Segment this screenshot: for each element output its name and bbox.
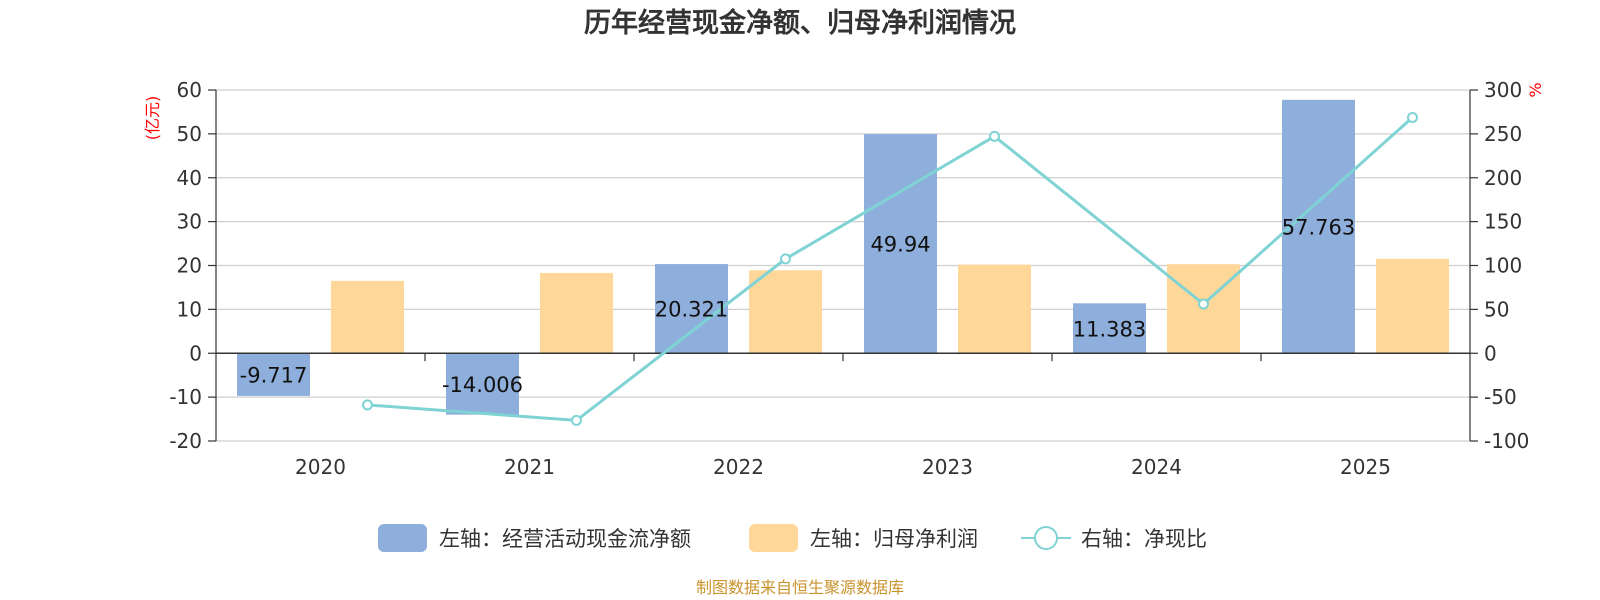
right-axis-unit: %	[1526, 82, 1545, 97]
right-tick-label: -100	[1484, 429, 1529, 453]
data-label: 20.321	[655, 298, 728, 322]
bar-net-profit	[749, 270, 822, 354]
ratio-point	[780, 253, 791, 265]
source-note: 制图数据来自恒生聚源数据库	[696, 578, 904, 597]
x-tick-label: 2020	[295, 455, 346, 479]
left-axis-unit: (亿元)	[143, 96, 162, 141]
left-tick-label: 30	[177, 210, 202, 234]
left-tick-label: 50	[177, 122, 202, 146]
bar-net-profit	[1376, 258, 1449, 354]
ratio-point	[362, 399, 373, 411]
bars	[237, 99, 1449, 415]
left-tick-label: -20	[169, 429, 202, 453]
bar-operating-cash-flow	[655, 264, 728, 354]
ratio-point	[1198, 298, 1209, 310]
data-label: 49.94	[870, 233, 930, 257]
right-tick-label: 50	[1484, 297, 1509, 321]
ratio-point	[1407, 111, 1418, 123]
grid	[216, 89, 1470, 442]
bar-net-profit	[331, 280, 404, 354]
bar-operating-cash-flow	[1282, 99, 1355, 354]
left-tick-label: 20	[177, 254, 202, 278]
legend-item[interactable]: 左轴：经营活动现金流净额	[378, 524, 691, 552]
x-tick-label: 2021	[504, 455, 555, 479]
ratio-point	[989, 130, 1000, 142]
right-tick-label: 300	[1484, 78, 1522, 102]
legend-item[interactable]: 左轴：归母净利润	[749, 524, 978, 552]
ratio-point	[571, 414, 582, 426]
axes: 60 300 50 250 40 200 30 150 20 100 10 50 0 0 -10 -50 -20…	[169, 78, 1529, 479]
left-tick-label: 40	[177, 166, 202, 190]
x-tick-label: 2025	[1340, 455, 1391, 479]
bar-net-profit	[958, 264, 1031, 354]
legend-label: 右轴：净现比	[1081, 527, 1207, 551]
bar-operating-cash-flow	[237, 353, 310, 396]
right-tick-label: 200	[1484, 166, 1522, 190]
ratio-line	[362, 111, 1418, 426]
data-label: -14.006	[442, 373, 523, 397]
left-tick-label: -10	[169, 385, 202, 409]
right-tick-label: 100	[1484, 254, 1522, 278]
x-tick-label: 2023	[922, 455, 973, 479]
legend-swatch	[749, 524, 798, 552]
right-tick-label: 0	[1484, 341, 1497, 365]
right-tick-label: 150	[1484, 210, 1522, 234]
bar-operating-cash-flow	[1073, 303, 1146, 354]
left-tick-label: 10	[177, 297, 202, 321]
legend-marker	[1034, 526, 1058, 550]
left-tick-label: 0	[189, 341, 202, 365]
bar-operating-cash-flow	[446, 353, 519, 415]
data-label: 57.763	[1282, 216, 1355, 240]
chart-title: 历年经营现金净额、归母净利润情况	[584, 7, 1016, 39]
right-tick-label: -50	[1484, 385, 1517, 409]
legend-label: 左轴：经营活动现金流净额	[439, 527, 691, 551]
legend[interactable]: 左轴：经营活动现金流净额 左轴：归母净利润 右轴：净现比	[378, 524, 1207, 552]
ratio-line-path	[367, 116, 1414, 422]
left-tick-label: 60	[177, 78, 202, 102]
legend-label: 左轴：归母净利润	[810, 527, 978, 551]
right-tick-label: 250	[1484, 122, 1522, 146]
legend-swatch	[378, 524, 427, 552]
data-label: 11.383	[1073, 317, 1146, 341]
x-tick-label: 2022	[713, 455, 764, 479]
bar-operating-cash-flow	[864, 134, 937, 354]
x-tick-label: 2024	[1131, 455, 1182, 479]
legend-item[interactable]: 右轴：净现比	[1021, 526, 1207, 551]
data-labels: -9.717 -14.006 20.321 49.94 11.383 57.763	[240, 216, 1356, 397]
bar-net-profit	[540, 272, 613, 354]
data-label: -9.717	[240, 364, 308, 388]
